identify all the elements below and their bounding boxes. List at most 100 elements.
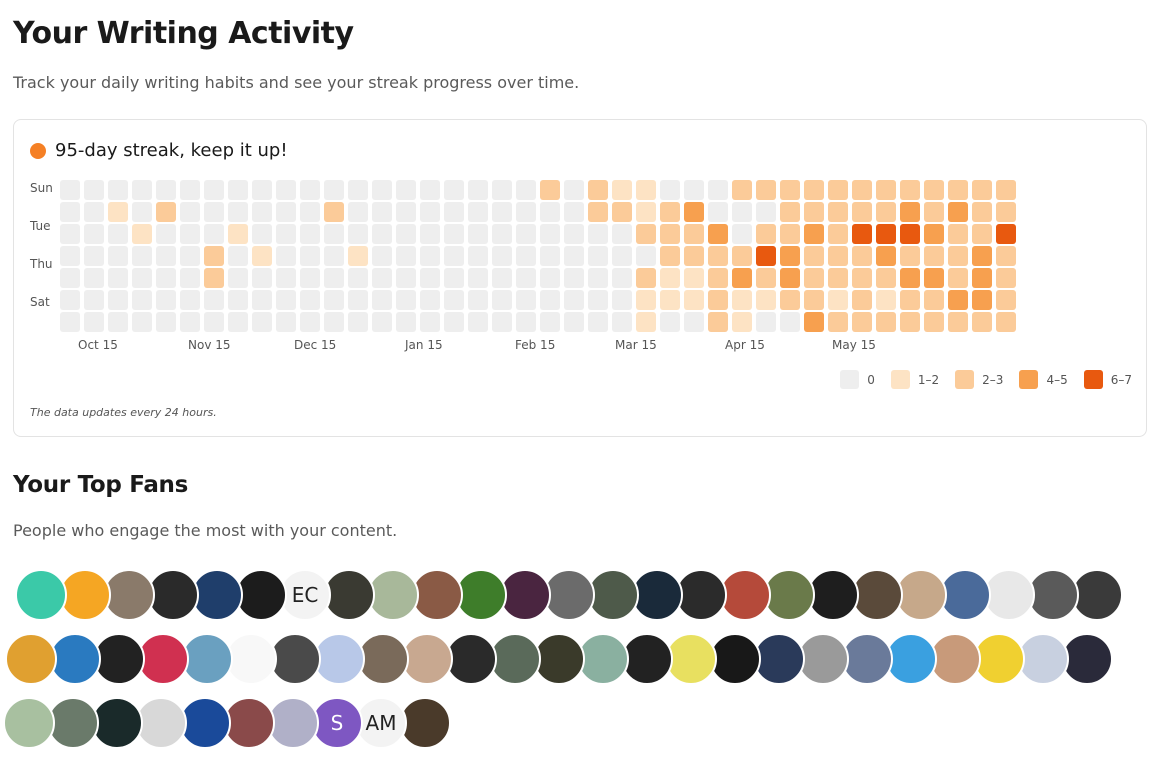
heatmap-cell[interactable] xyxy=(636,312,656,332)
heatmap-cell[interactable] xyxy=(132,312,152,332)
heatmap-cell[interactable] xyxy=(828,268,848,288)
heatmap-cell[interactable] xyxy=(852,312,872,332)
heatmap-cell[interactable] xyxy=(660,180,680,200)
heatmap-cell[interactable] xyxy=(228,180,248,200)
heatmap-cell[interactable] xyxy=(84,224,104,244)
heatmap-cell[interactable] xyxy=(876,312,896,332)
heatmap-cell[interactable] xyxy=(204,290,224,310)
heatmap-cell[interactable] xyxy=(660,224,680,244)
fan-avatar[interactable] xyxy=(5,633,57,685)
heatmap-cell[interactable] xyxy=(420,180,440,200)
heatmap-cell[interactable] xyxy=(180,312,200,332)
heatmap-cell[interactable] xyxy=(372,312,392,332)
heatmap-cell[interactable] xyxy=(612,180,632,200)
heatmap-cell[interactable] xyxy=(300,224,320,244)
heatmap-cell[interactable] xyxy=(396,224,416,244)
heatmap-cell[interactable] xyxy=(924,246,944,266)
heatmap-cell[interactable] xyxy=(396,312,416,332)
heatmap-cell[interactable] xyxy=(468,180,488,200)
heatmap-cell[interactable] xyxy=(948,246,968,266)
heatmap-cell[interactable] xyxy=(372,202,392,222)
fan-avatar[interactable] xyxy=(15,569,67,621)
heatmap-cell[interactable] xyxy=(924,224,944,244)
heatmap-cell[interactable] xyxy=(900,202,920,222)
heatmap-cell[interactable] xyxy=(348,202,368,222)
heatmap-cell[interactable] xyxy=(348,180,368,200)
heatmap-cell[interactable] xyxy=(108,246,128,266)
heatmap-cell[interactable] xyxy=(516,312,536,332)
heatmap-cell[interactable] xyxy=(684,312,704,332)
heatmap-cell[interactable] xyxy=(276,202,296,222)
heatmap-cell[interactable] xyxy=(132,268,152,288)
heatmap-cell[interactable] xyxy=(876,268,896,288)
fan-avatar[interactable] xyxy=(313,633,365,685)
heatmap-cell[interactable] xyxy=(372,180,392,200)
heatmap-cell[interactable] xyxy=(108,268,128,288)
heatmap-cell[interactable] xyxy=(708,202,728,222)
heatmap-cell[interactable] xyxy=(492,202,512,222)
heatmap-cell[interactable] xyxy=(852,180,872,200)
heatmap-cell[interactable] xyxy=(180,268,200,288)
heatmap-cell[interactable] xyxy=(204,246,224,266)
heatmap-cell[interactable] xyxy=(396,246,416,266)
heatmap-cell[interactable] xyxy=(108,312,128,332)
heatmap-cell[interactable] xyxy=(84,312,104,332)
heatmap-cell[interactable] xyxy=(468,202,488,222)
fan-avatar[interactable] xyxy=(267,697,319,749)
heatmap-cell[interactable] xyxy=(948,268,968,288)
heatmap-cell[interactable] xyxy=(828,312,848,332)
heatmap-cell[interactable] xyxy=(228,312,248,332)
fan-avatar[interactable] xyxy=(807,569,859,621)
fan-avatar[interactable] xyxy=(885,633,937,685)
heatmap-cell[interactable] xyxy=(636,202,656,222)
heatmap-cell[interactable] xyxy=(972,290,992,310)
heatmap-cell[interactable] xyxy=(324,312,344,332)
heatmap-cell[interactable] xyxy=(204,268,224,288)
fan-avatar[interactable]: AM xyxy=(355,697,407,749)
heatmap-cell[interactable] xyxy=(828,202,848,222)
heatmap-cell[interactable] xyxy=(540,312,560,332)
heatmap-cell[interactable] xyxy=(540,180,560,200)
heatmap-cell[interactable] xyxy=(444,202,464,222)
heatmap-cell[interactable] xyxy=(900,246,920,266)
fan-avatar[interactable] xyxy=(1071,569,1123,621)
heatmap-cell[interactable] xyxy=(252,202,272,222)
heatmap-cell[interactable] xyxy=(804,290,824,310)
heatmap-cell[interactable] xyxy=(372,246,392,266)
heatmap-cell[interactable] xyxy=(252,224,272,244)
heatmap-cell[interactable] xyxy=(636,224,656,244)
heatmap-cell[interactable] xyxy=(468,268,488,288)
heatmap-cell[interactable] xyxy=(948,202,968,222)
heatmap-cell[interactable] xyxy=(348,246,368,266)
fan-avatar[interactable] xyxy=(631,569,683,621)
heatmap-cell[interactable] xyxy=(612,246,632,266)
heatmap-cell[interactable] xyxy=(228,202,248,222)
heatmap-cell[interactable] xyxy=(132,202,152,222)
heatmap-cell[interactable] xyxy=(396,202,416,222)
heatmap-cell[interactable] xyxy=(108,180,128,200)
heatmap-cell[interactable] xyxy=(996,312,1016,332)
heatmap-cell[interactable] xyxy=(324,224,344,244)
fan-avatar[interactable] xyxy=(367,569,419,621)
heatmap-cell[interactable] xyxy=(180,180,200,200)
heatmap-cell[interactable] xyxy=(996,202,1016,222)
heatmap-cell[interactable] xyxy=(588,312,608,332)
heatmap-cell[interactable] xyxy=(588,224,608,244)
heatmap-cell[interactable] xyxy=(300,290,320,310)
heatmap-cell[interactable] xyxy=(948,312,968,332)
heatmap-cell[interactable] xyxy=(732,246,752,266)
heatmap-cell[interactable] xyxy=(108,290,128,310)
heatmap-cell[interactable] xyxy=(948,290,968,310)
heatmap-cell[interactable] xyxy=(684,202,704,222)
fan-avatar[interactable]: S xyxy=(311,697,363,749)
heatmap-cell[interactable] xyxy=(612,202,632,222)
fan-avatar[interactable] xyxy=(621,633,673,685)
heatmap-cell[interactable] xyxy=(252,312,272,332)
heatmap-cell[interactable] xyxy=(60,224,80,244)
fan-avatar[interactable] xyxy=(499,569,551,621)
heatmap-cell[interactable] xyxy=(420,224,440,244)
fan-avatar[interactable] xyxy=(1061,633,1113,685)
heatmap-cell[interactable] xyxy=(180,290,200,310)
heatmap-cell[interactable] xyxy=(156,268,176,288)
heatmap-cell[interactable] xyxy=(324,246,344,266)
